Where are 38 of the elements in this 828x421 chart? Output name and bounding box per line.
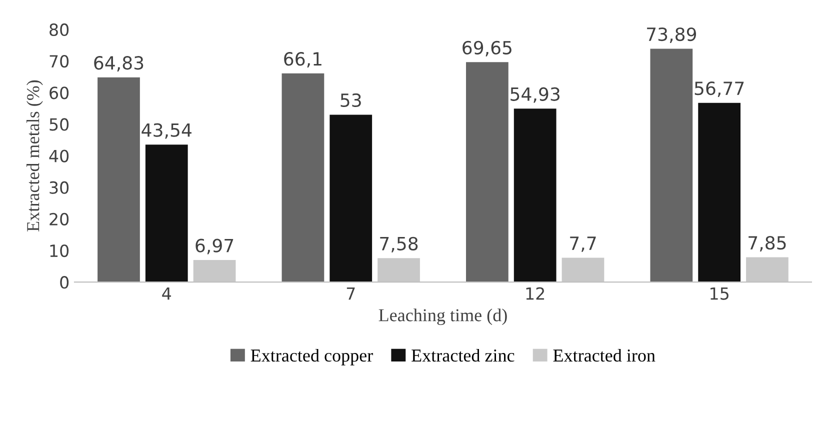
legend-label: Extracted zinc bbox=[412, 348, 514, 362]
bar bbox=[466, 62, 508, 282]
data-label: 73,89 bbox=[647, 27, 696, 43]
data-label: 53 bbox=[340, 93, 361, 108]
data-label: 43,54 bbox=[142, 123, 192, 139]
bar bbox=[330, 114, 372, 282]
x-tick-label: 7 bbox=[346, 287, 355, 300]
legend-label: Extracted iron bbox=[553, 348, 656, 362]
data-label: 7,85 bbox=[748, 236, 786, 252]
bar bbox=[698, 102, 741, 282]
data-label: 6,97 bbox=[196, 238, 234, 254]
bar bbox=[145, 144, 188, 282]
data-label: 54,93 bbox=[510, 87, 560, 103]
y-tick-label: 10 bbox=[50, 244, 69, 258]
x-axis-title: Leaching time (d) bbox=[378, 308, 507, 326]
bar bbox=[282, 73, 324, 282]
y-tick-label: 0 bbox=[60, 276, 69, 289]
x-tick-label: 15 bbox=[710, 287, 728, 300]
y-axis-title: Extracted metals (%) bbox=[26, 80, 43, 232]
data-label: 64,83 bbox=[94, 56, 144, 72]
bar bbox=[514, 108, 556, 282]
data-label: 7,58 bbox=[380, 236, 418, 252]
y-tick-label: 30 bbox=[50, 181, 69, 194]
y-tick-label: 60 bbox=[50, 86, 69, 100]
data-label: 69,65 bbox=[462, 40, 512, 56]
x-tick-label: 12 bbox=[526, 287, 544, 300]
bar bbox=[98, 77, 140, 282]
y-tick-label: 40 bbox=[49, 150, 69, 162]
data-label: 7,7 bbox=[570, 236, 596, 252]
data-label: 56,77 bbox=[694, 81, 744, 97]
bar bbox=[650, 48, 693, 282]
y-tick-label: 20 bbox=[50, 212, 69, 226]
legend-label: Extracted copper bbox=[250, 348, 373, 366]
x-tick-label: 4 bbox=[162, 287, 171, 300]
y-tick-label: 80 bbox=[50, 23, 69, 36]
y-tick-label: 70 bbox=[50, 55, 69, 68]
y-tick-label: 50 bbox=[50, 118, 69, 131]
data-label: 66,1 bbox=[284, 52, 322, 68]
